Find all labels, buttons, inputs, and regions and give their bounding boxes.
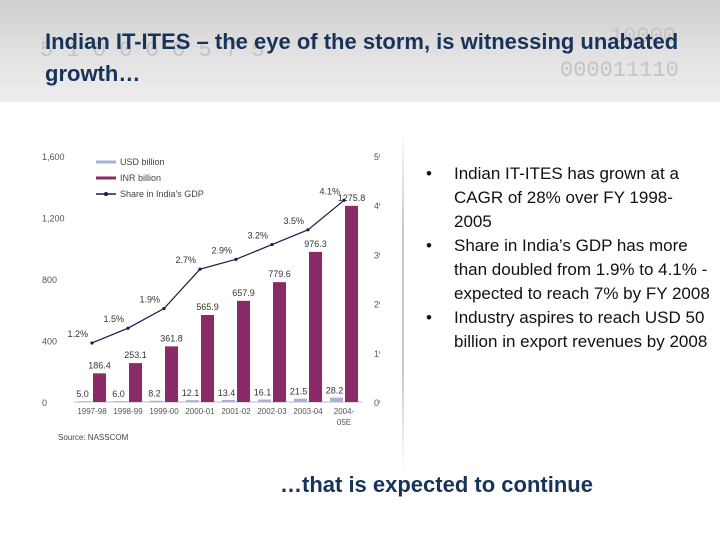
gdp-share-point [306,228,310,232]
bar-usd-value-label: 12.1 [182,388,200,398]
bullet-list: • Indian IT-ITES has grown at a CAGR of 2… [420,162,710,354]
x-tick-label: 2003-04 [293,407,323,416]
gdp-share-label: 2.7% [175,255,196,265]
bar-inr [129,363,142,402]
header-banner: 5 1 0 0 0 0 5 7 5 10000 000011110 Indian… [0,0,720,102]
y-right-tick-label: 3% [374,250,380,260]
y-right-tick-label: 0% [374,398,380,408]
bar-usd [114,401,127,402]
bullet-text: Share in India’s GDP has more than doubl… [454,236,710,303]
bar-usd [78,401,91,402]
x-tick-label: 2001-02 [221,407,251,416]
gdp-share-point [90,341,94,345]
bar-usd-value-label: 16.1 [254,388,272,398]
bullet-text: Industry aspires to reach USD 50 billion… [454,308,708,351]
slide-title: Indian IT-ITES – the eye of the storm, i… [45,29,679,86]
gdp-share-label: 4.1% [319,186,340,196]
legend-usd-label: USD billion [120,157,165,167]
bar-inr-value-label: 779.6 [268,269,291,279]
bar-usd [258,399,271,402]
bar-usd-value-label: 8.2 [148,389,161,399]
gdp-share-point [234,257,238,261]
y-left-tick-label: 1,600 [42,152,65,162]
bar-inr-value-label: 361.8 [160,333,183,343]
gdp-share-point [198,267,202,271]
bar-usd-value-label: 5.0 [76,389,89,399]
bar-usd [330,397,343,402]
background-digits-1: 5 1 0 0 0 0 5 7 5 [40,38,265,63]
bar-inr [93,373,106,402]
bar-usd [150,400,163,402]
x-tick-label: 2002-03 [257,407,287,416]
growth-chart: 0 400 800 1,200 1,600 0% 1% 2% 3% 4% 5% 5.0 186.4 199… [42,152,380,442]
y-right-tick-label: 2% [374,300,380,310]
x-tick-label: 1997-98 [77,407,107,416]
gdp-share-point [162,306,166,311]
bar-usd [222,399,235,402]
bar-inr [237,300,250,402]
y-left-tick-label: 1,200 [42,214,65,224]
bar-inr-value-label: 565.9 [196,302,219,312]
legend-gdp-marker [104,192,108,196]
legend-gdp-label: Share in India's GDP [120,189,204,199]
gdp-share-label: 3.2% [247,231,268,241]
gdp-share-label: 1.5% [103,314,124,324]
bar-usd-value-label: 21.5 [290,387,308,397]
bullet-marker: • [426,236,432,255]
bar-usd-value-label: 6.0 [112,389,125,399]
gdp-share-line [91,199,345,344]
bar-inr [201,314,214,402]
y-right-tick-label: 1% [374,349,380,359]
gdp-share-point [342,198,346,202]
bullet-item: • Industry aspires to reach USD 50 billio… [420,306,710,354]
legend-inr-label: INR billion [120,173,161,183]
gdp-share-label: 1.9% [139,295,160,305]
bullet-text: Indian IT-ITES has grown at a CAGR of 28… [454,164,679,231]
y-left-tick-label: 400 [42,337,57,347]
x-tick-label: 2004- [334,407,355,416]
vertical-divider [402,128,404,473]
x-tick-label: 1999-00 [149,407,179,416]
y-left-tick-label: 0 [42,398,47,408]
gdp-share-label: 2.9% [211,245,232,255]
bar-inr-value-label: 253.1 [124,350,147,360]
y-right-tick-label: 4% [374,201,380,211]
gdp-share-point [270,242,274,247]
bar-inr [165,346,178,402]
bar-inr [345,205,358,402]
tagline: …that is expected to continue [280,472,593,497]
bar-inr-value-label: 657.9 [232,288,255,298]
chart-source: Source: NASSCOM [58,433,129,442]
background-digits-2: 10000 [610,24,677,49]
bullet-item: • Share in India’s GDP has more than doub… [420,234,710,306]
bar-inr [273,282,286,402]
bullet-marker: • [426,164,432,183]
x-tick-label: 1998-99 [113,407,143,416]
bullet-item: • Indian IT-ITES has grown at a CAGR of 2… [420,162,710,234]
gdp-share-point [126,326,130,330]
bar-inr-value-label: 186.4 [88,360,111,370]
bar-inr [309,251,322,402]
y-left-tick-label: 800 [42,275,57,285]
gdp-share-label: 3.5% [283,216,304,226]
x-tick-label: 05E [337,418,351,427]
bar-usd-value-label: 28.2 [326,386,344,396]
bullet-marker: • [426,308,432,327]
y-right-tick-label: 5% [374,152,380,162]
bar-usd [294,398,307,402]
header-background-digits: 5 1 0 0 0 0 5 7 5 10000 000011110 [0,0,720,102]
bar-usd [186,400,199,402]
background-digits-3: 000011110 [560,58,679,83]
bar-usd-value-label: 13.4 [218,388,236,398]
bar-inr-value-label: 976.3 [304,239,327,249]
bar-inr-value-label: 1275.8 [338,193,366,203]
gdp-share-label: 1.2% [67,329,88,339]
x-tick-label: 2000-01 [185,407,215,416]
